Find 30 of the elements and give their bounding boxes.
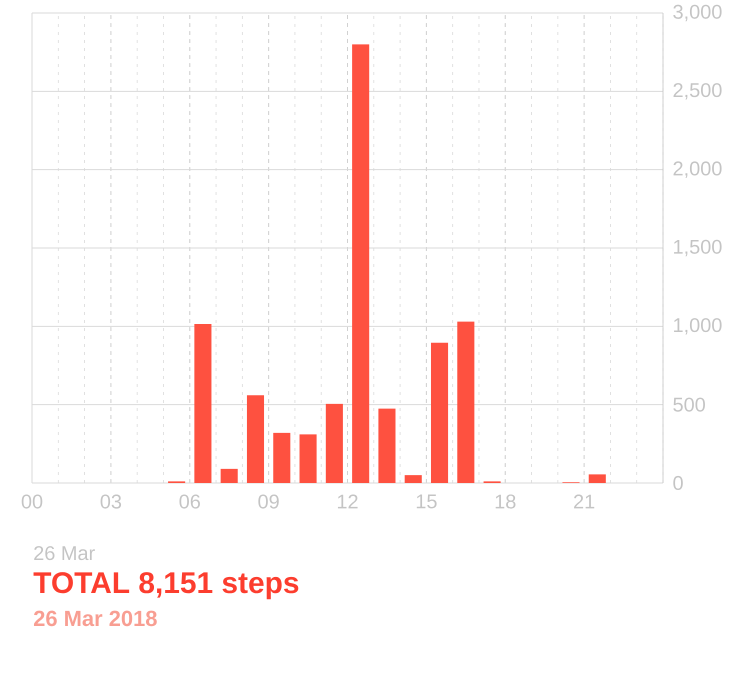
text: 26 Mar 2018: [34, 610, 157, 626]
bar: [220, 468, 238, 483]
bar: [378, 408, 396, 483]
bar: [404, 475, 422, 483]
bar: [273, 432, 290, 483]
bar: [430, 342, 448, 483]
bar: [588, 474, 606, 483]
y-tick-label: 1,000: [674, 318, 722, 335]
x-tick-label: 18: [496, 494, 516, 509]
y-tick-label: 0: [673, 476, 683, 490]
x-tick-label: 03: [100, 494, 122, 509]
y-tick-label: 500: [673, 398, 705, 412]
y-tick-label: 2,000: [674, 161, 722, 178]
bar: [352, 44, 370, 483]
x-tick-label: 09: [258, 494, 279, 509]
x-tick-label: 15: [416, 494, 437, 508]
text: TOTAL 8,151 steps: [34, 572, 298, 600]
bar: [300, 434, 317, 483]
bar: [326, 404, 343, 483]
x-tick-label: 21: [574, 494, 594, 508]
bar: [194, 324, 212, 483]
y-tick-label: 1,500: [674, 240, 722, 256]
x-tick-label: 12: [338, 494, 358, 508]
text: 26 Mar: [34, 546, 95, 560]
y-tick-label: 3,000: [673, 4, 722, 22]
x-tick-label: 00: [22, 494, 42, 509]
bar: [246, 395, 264, 483]
x-tick-label: 06: [179, 494, 200, 509]
bar: [457, 322, 474, 483]
y-tick-label: 2,500: [674, 83, 722, 100]
